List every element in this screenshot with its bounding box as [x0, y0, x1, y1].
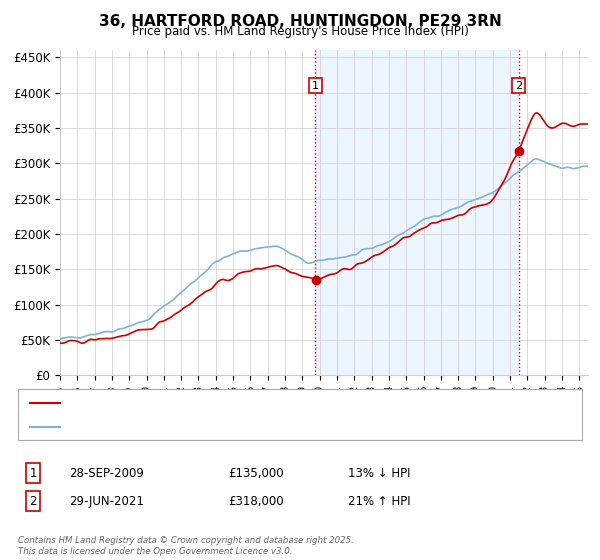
- Text: 28-SEP-2009: 28-SEP-2009: [69, 466, 144, 480]
- Text: 29-JUN-2021: 29-JUN-2021: [69, 494, 144, 508]
- Text: £318,000: £318,000: [228, 494, 284, 508]
- Text: 1: 1: [312, 81, 319, 91]
- Text: £135,000: £135,000: [228, 466, 284, 480]
- Text: Price paid vs. HM Land Registry's House Price Index (HPI): Price paid vs. HM Land Registry's House …: [131, 25, 469, 38]
- Text: 13% ↓ HPI: 13% ↓ HPI: [348, 466, 410, 480]
- Text: 21% ↑ HPI: 21% ↑ HPI: [348, 494, 410, 508]
- Text: 36, HARTFORD ROAD, HUNTINGDON, PE29 3RN (semi-detached house): 36, HARTFORD ROAD, HUNTINGDON, PE29 3RN …: [69, 398, 439, 408]
- Text: 36, HARTFORD ROAD, HUNTINGDON, PE29 3RN: 36, HARTFORD ROAD, HUNTINGDON, PE29 3RN: [98, 14, 502, 29]
- Bar: [316, 50, 519, 375]
- Text: 1: 1: [29, 466, 37, 480]
- Text: 2: 2: [29, 494, 37, 508]
- Text: HPI: Average price, semi-detached house, Huntingdonshire: HPI: Average price, semi-detached house,…: [69, 422, 377, 432]
- Text: Contains HM Land Registry data © Crown copyright and database right 2025.
This d: Contains HM Land Registry data © Crown c…: [18, 536, 354, 556]
- Text: 2: 2: [515, 81, 523, 91]
